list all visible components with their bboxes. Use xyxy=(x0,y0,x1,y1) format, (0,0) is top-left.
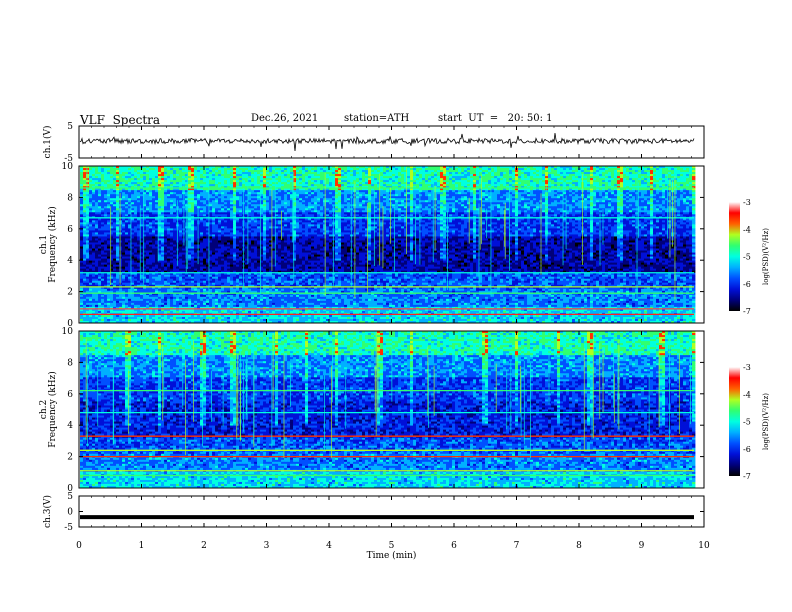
colorbar-2-label: log(PSD)(V²/Hz) xyxy=(762,393,770,450)
ch2-spectrogram-ytick-label: 6 xyxy=(67,390,73,400)
colorbar-1-tick-label: -7 xyxy=(743,307,751,316)
ch1-spectrogram-ytick-label: 10 xyxy=(62,162,74,172)
colorbar-2-tick-label: -5 xyxy=(743,418,751,427)
colorbar-1-tick-label: -6 xyxy=(743,280,751,289)
ch1-spectrogram-ytick-label: 2 xyxy=(67,288,73,298)
xtick-label: 6 xyxy=(451,541,457,551)
xtick-label: 3 xyxy=(264,541,270,551)
ch2-spectrogram-ytick-label: 4 xyxy=(67,421,73,431)
ch2-spectrogram-ytick-label: 0 xyxy=(67,484,73,494)
xtick-label: 5 xyxy=(389,541,395,551)
date-label: Dec.26, 2021 xyxy=(251,113,318,124)
spectrogram-image-2 xyxy=(80,331,696,489)
start-ut-label: start UT = 20: 50: 1 xyxy=(438,113,553,124)
ch1-spectrogram-ytick-label: 0 xyxy=(67,319,73,329)
ch1-waveform-ytick-label: 5 xyxy=(67,122,73,132)
colorbar-2-tick-label: -6 xyxy=(743,445,751,454)
colorbar-2-tick-label: -7 xyxy=(743,472,751,481)
colorbar-1-tick-label: -5 xyxy=(743,253,751,262)
ch1-spectrogram-ytick-label: 6 xyxy=(67,225,73,235)
ch2-spectrogram-ylabel: Frequency (kHz) xyxy=(47,371,58,448)
colorbar-1-label: log(PSD)(V²/Hz) xyxy=(762,228,770,285)
ch3-waveform-ytick-label: 5 xyxy=(67,492,73,502)
ch1-spectrogram-ytick-label: 4 xyxy=(67,256,73,266)
colorbar-1 xyxy=(729,202,740,311)
spectrogram-image-1 xyxy=(80,166,696,324)
chart-title: VLF Spectra xyxy=(80,113,160,127)
ch3-waveform-frame xyxy=(78,495,705,528)
colorbar-2 xyxy=(729,367,740,476)
colorbar-2-tick-label: -3 xyxy=(743,363,751,372)
xtick-label: 0 xyxy=(76,541,82,551)
ch2-spectrogram-ytick-label: 10 xyxy=(62,327,74,337)
ch2-spectrogram-ylabel: ch.2 xyxy=(39,400,49,419)
ch1-spectrogram-ylabel: Frequency (kHz) xyxy=(47,206,58,283)
colorbar-2-tick-label: -4 xyxy=(743,390,751,399)
colorbar-1-tick-label: -4 xyxy=(743,225,751,234)
xtick-label: 7 xyxy=(514,541,520,551)
ch3-waveform-ytick-label: 0 xyxy=(67,508,73,518)
ch3-waveform-ytick-label: -5 xyxy=(64,523,73,533)
x-axis-label: Time (min) xyxy=(367,550,417,561)
xtick-label: 9 xyxy=(639,541,645,551)
ch1-waveform-ylabel: ch.1(V) xyxy=(42,126,53,159)
ch2-spectrogram-ytick-label: 2 xyxy=(67,453,73,463)
xtick-label: 2 xyxy=(201,541,207,551)
ch1-spectrogram-ylabel: ch.1 xyxy=(39,235,49,254)
xtick-label: 8 xyxy=(576,541,582,551)
ch1-spectrogram-ytick-label: 8 xyxy=(67,193,73,203)
ch3-waveform-ylabel: ch.3(V) xyxy=(42,495,53,528)
xtick-label: 4 xyxy=(326,541,332,551)
ch2-spectrogram-ytick-label: 8 xyxy=(67,358,73,368)
ch1-trace xyxy=(79,132,695,151)
xtick-label: 10 xyxy=(698,541,710,551)
xtick-label: 1 xyxy=(139,541,145,551)
station-label: station=ATH xyxy=(344,113,409,124)
ch1-waveform-ytick-label: -5 xyxy=(64,154,73,164)
colorbar-1-tick-label: -3 xyxy=(743,198,751,207)
